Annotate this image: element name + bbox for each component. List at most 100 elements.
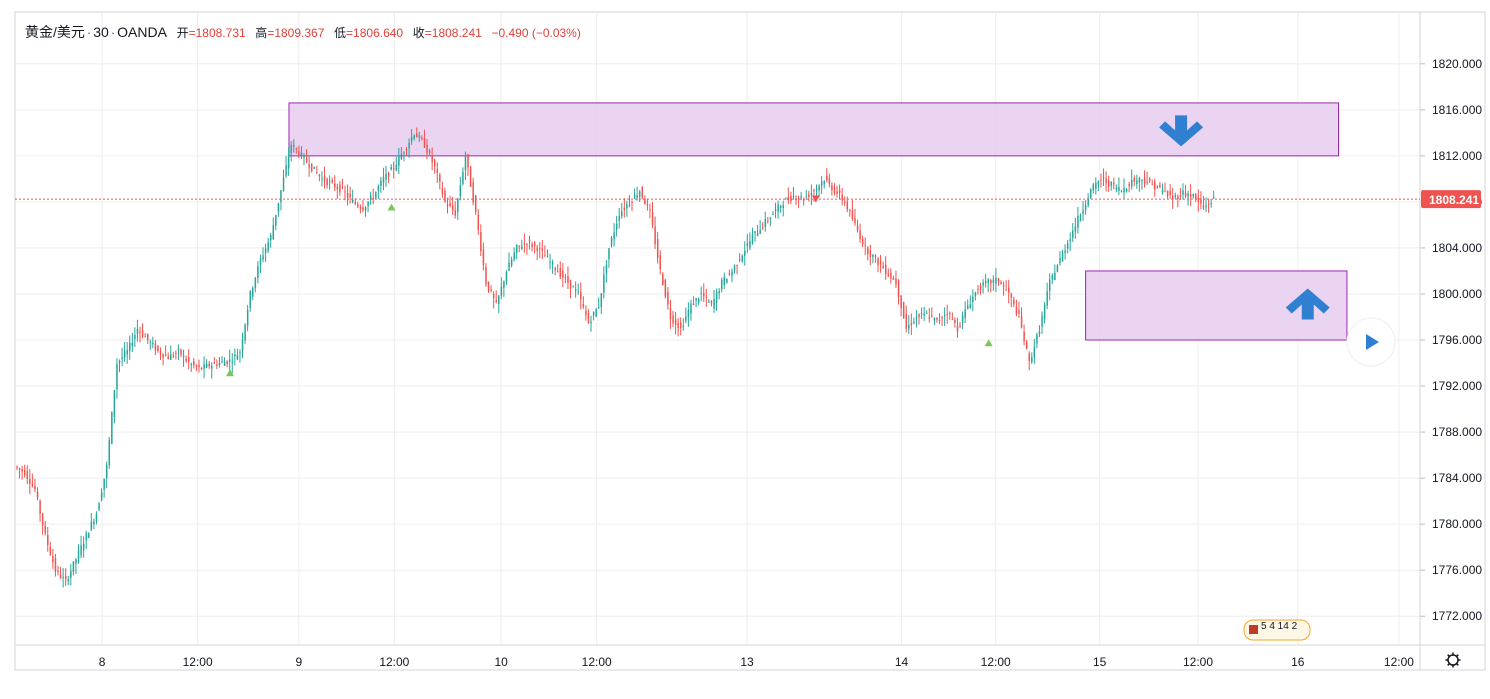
candle-body (1184, 192, 1187, 196)
candle-body (331, 179, 333, 182)
candle-body (252, 287, 254, 297)
candle-body (490, 289, 492, 291)
candle-body (815, 188, 818, 191)
candle-body (777, 204, 779, 212)
candle-body (587, 312, 590, 323)
candle-body (841, 194, 843, 201)
candle-body (805, 196, 808, 198)
candle-body (267, 242, 269, 251)
candle-body (95, 513, 98, 522)
candle-body (987, 279, 990, 284)
candle-body (664, 279, 667, 297)
candle-body (82, 543, 85, 551)
candle-body (341, 186, 344, 188)
candle-body (290, 144, 292, 154)
candle-body (1087, 198, 1089, 206)
candle-body (969, 304, 972, 309)
x-tick-label: 16 (1291, 655, 1305, 669)
candle-body (826, 176, 828, 181)
candle-body (1161, 189, 1164, 193)
candle-body (300, 152, 303, 157)
candle-body (592, 312, 595, 316)
y-tick-label: 1784.000 (1432, 471, 1482, 485)
candle-body (146, 333, 149, 340)
candle-body (308, 164, 310, 168)
candle-body (518, 245, 521, 247)
close-label: 收 (412, 26, 425, 40)
candle-body (779, 205, 782, 209)
candle-body (580, 291, 582, 300)
candle-body (597, 307, 600, 309)
candle-body (918, 314, 920, 318)
candle-body (395, 165, 398, 171)
candle-body (472, 182, 474, 203)
candle-body (608, 248, 610, 260)
candle-body (556, 271, 559, 273)
candle-body (467, 154, 469, 168)
candle-body (241, 339, 244, 351)
candle-body (708, 301, 710, 303)
candle-body (756, 232, 759, 236)
candle-body (113, 390, 116, 417)
candle-body (382, 177, 385, 183)
y-tick-label: 1792.000 (1432, 379, 1482, 393)
candle-body (785, 198, 787, 200)
candle-body (454, 210, 456, 216)
candle-body (257, 265, 259, 279)
candle-body (259, 258, 262, 266)
candle-body (231, 361, 234, 364)
candle-body (626, 204, 628, 209)
candle-body (1125, 189, 1128, 192)
candle-body (621, 211, 623, 216)
candle-body (185, 358, 187, 362)
candle-body (964, 309, 966, 318)
x-tick-label: 12:00 (1183, 655, 1213, 669)
candle-body (979, 285, 982, 291)
candle-body (428, 150, 431, 153)
candle-body (1169, 191, 1171, 196)
candle-body (359, 207, 362, 209)
candle-body (234, 354, 236, 357)
candle-body (1166, 190, 1169, 196)
candle-body (926, 313, 928, 315)
candle-body (831, 185, 833, 191)
candle-body (1097, 181, 1100, 185)
candle-body (772, 213, 774, 215)
candle-body (641, 187, 644, 198)
candle-body (123, 351, 126, 358)
candle-body (1005, 289, 1007, 291)
symbol-name[interactable]: 黄金/美元 (25, 24, 85, 40)
candle-body (34, 485, 36, 490)
y-tick-label: 1776.000 (1432, 563, 1482, 577)
candle-body (1187, 193, 1189, 197)
candle-body (134, 335, 136, 339)
candle-body (882, 265, 884, 269)
candle-body (228, 359, 231, 362)
candle-body (39, 500, 41, 514)
candle-body (126, 350, 128, 355)
candle-body (774, 209, 777, 212)
gear-tooth (1447, 654, 1450, 657)
candle-body (808, 194, 810, 197)
candle-body (1020, 315, 1023, 328)
candle-body (439, 174, 441, 182)
candle-body (820, 181, 823, 186)
candle-body (418, 135, 421, 138)
x-tick-label: 10 (494, 655, 508, 669)
candle-body (90, 521, 93, 530)
interval: 30 (93, 24, 109, 40)
candle-body (551, 261, 554, 265)
candle-body (1074, 226, 1077, 232)
candle-body (887, 273, 890, 276)
candle-body (441, 187, 444, 195)
candle-body (162, 354, 164, 358)
events-badge[interactable] (1243, 619, 1311, 641)
candle-body (913, 321, 915, 324)
candle-body (1138, 177, 1141, 183)
y-tick-label: 1804.000 (1432, 241, 1482, 255)
candle-body (521, 246, 523, 250)
candle-body (746, 243, 749, 247)
candle-body (559, 268, 562, 277)
